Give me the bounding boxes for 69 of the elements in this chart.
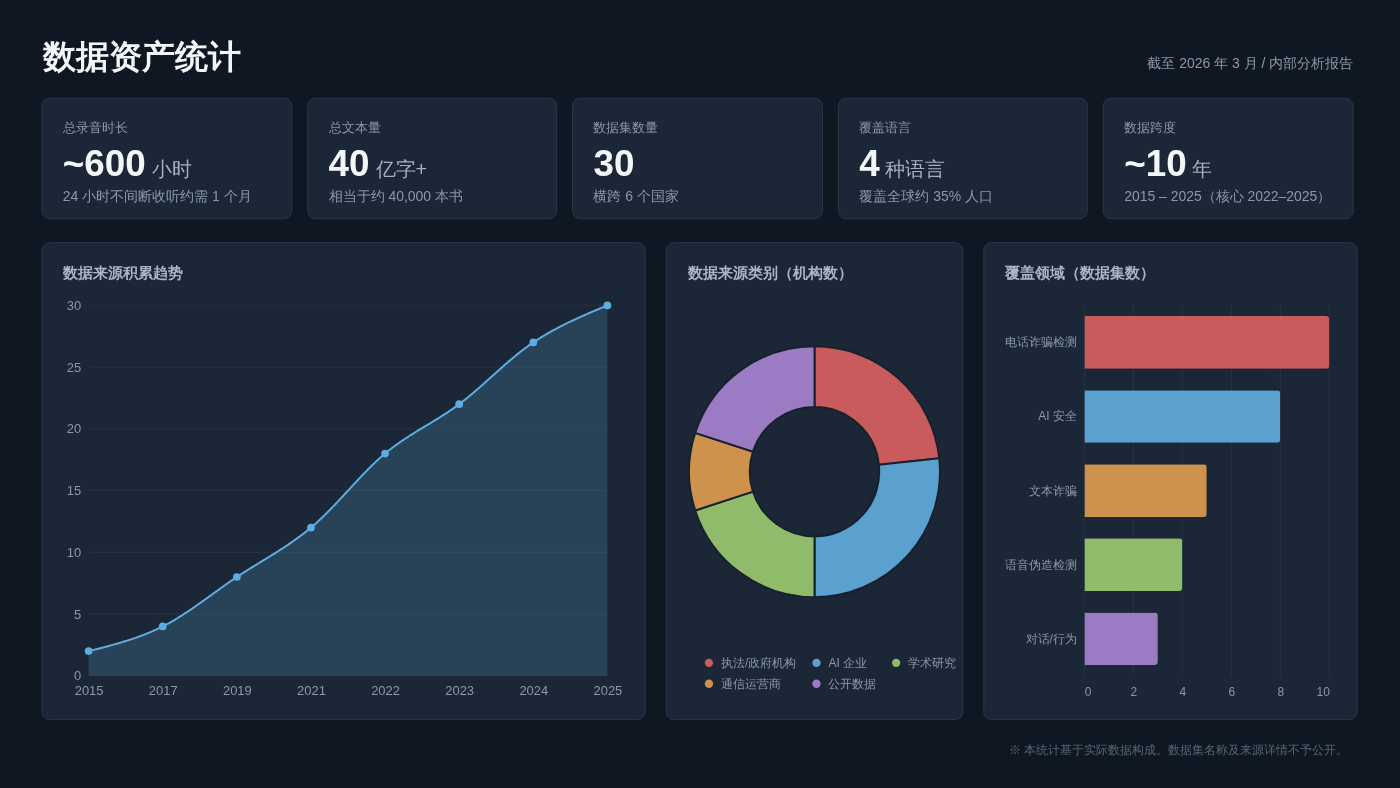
point [529, 338, 538, 347]
x-tick-label: 6 [1228, 685, 1236, 700]
x-tick-label: 8 [1277, 685, 1285, 700]
bar [1084, 612, 1158, 666]
x-tick-label: 2017 [148, 683, 178, 699]
y-tick-label: 语音伪造检测 [1004, 557, 1077, 572]
x-tick-label: 2 [1130, 685, 1138, 700]
text: 种语言 [885, 157, 946, 180]
point [232, 573, 241, 581]
text: 总文本量 [327, 120, 381, 136]
text: 4 [859, 142, 881, 184]
y-tick-label: 文本诈骗 [1028, 483, 1077, 498]
legend-label: 学术研究 [908, 655, 957, 670]
bar [1084, 538, 1183, 591]
bar [1084, 464, 1207, 517]
text: 数据跨度 [1124, 120, 1177, 136]
text: ※ 本统计基于实际数据构成。数据集名称及来源详情不予公开。 [1008, 743, 1349, 758]
y-tick-label: 20 [66, 421, 82, 437]
text: ~600 [62, 142, 146, 184]
text: 总录音时长 [61, 120, 128, 136]
chart-title: 数据来源积累趋势 [61, 264, 183, 282]
text: 24 小时不间断收听约需 1 个月 [62, 187, 252, 204]
chart-title: 数据来源类别（机构数） [687, 264, 854, 282]
point [455, 400, 464, 409]
chart-title: 覆盖领域（数据集数） [1003, 264, 1155, 282]
text: 相当于约 40,000 本书 [328, 187, 463, 204]
text: ~10 [1124, 142, 1187, 184]
legend-label: AI 企业 [828, 655, 868, 670]
y-tick-label: 电话诈骗检测 [1004, 335, 1077, 350]
x-tick-label: 0 [1084, 685, 1092, 700]
legend-label: 执法/政府机构 [720, 655, 797, 670]
y-tick-label: 5 [73, 606, 82, 622]
y-tick-label: 15 [66, 483, 82, 499]
text: 2015 – 2025（核心 2022–2025） [1124, 187, 1332, 204]
x-tick-label: 4 [1179, 685, 1187, 700]
text: 覆盖语言 [859, 120, 912, 136]
text: 数据集数量 [593, 120, 659, 136]
y-tick-label: 0 [73, 668, 82, 684]
text: 亿字+ [374, 157, 428, 180]
x-tick-label: 10 [1316, 685, 1331, 700]
text: 覆盖全球约 35% 人口 [859, 187, 993, 204]
x-tick-label: 2015 [74, 683, 104, 699]
y-tick-label: 30 [66, 297, 82, 313]
bar [1084, 316, 1330, 369]
legend-label: 公开数据 [828, 676, 877, 691]
point [307, 523, 315, 532]
bar [1084, 390, 1281, 443]
point [381, 449, 389, 458]
text: 截至 2026 年 3 月 / 内部分析报告 [1147, 55, 1354, 72]
x-tick-label: 2022 [371, 683, 400, 699]
x-tick-label: 2019 [222, 683, 252, 699]
text: 数据资产统计 [41, 38, 241, 76]
legend-label: 通信运营商 [720, 676, 781, 691]
x-tick-label: 2023 [445, 683, 475, 699]
y-tick-label: 对话/行为 [1025, 631, 1077, 646]
point [84, 647, 93, 655]
text: 横跨 6 个国家 [593, 187, 679, 204]
text: 30 [593, 142, 635, 184]
text: 小时 [151, 157, 192, 180]
point [158, 622, 167, 631]
x-tick-label: 2024 [519, 683, 549, 699]
x-tick-label: 2021 [297, 683, 326, 699]
y-tick-label: 10 [66, 544, 82, 560]
y-tick-label: 25 [66, 359, 82, 375]
x-tick-label: 2025 [593, 683, 623, 699]
y-tick-label: AI 安全 [1038, 409, 1077, 424]
text: 年 [1192, 157, 1213, 180]
text: 40 [328, 142, 370, 184]
point [603, 301, 612, 310]
